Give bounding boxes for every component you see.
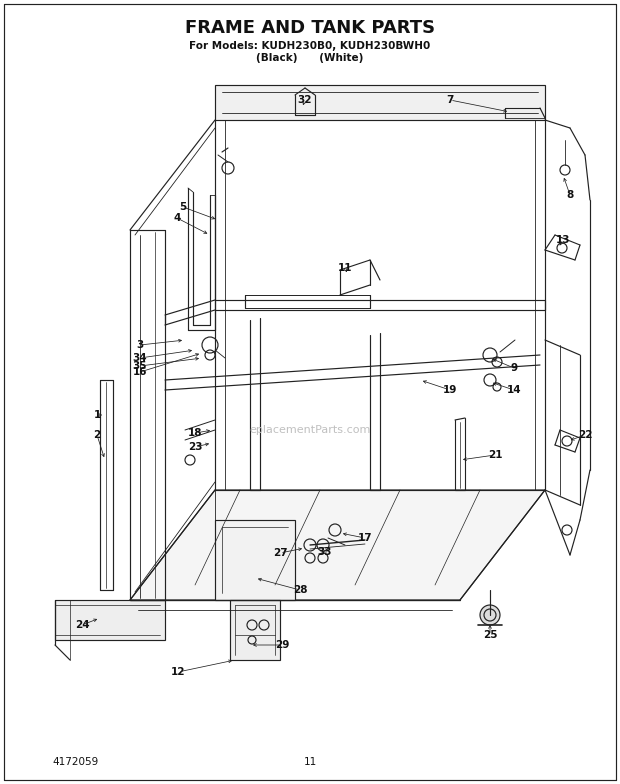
Text: 11: 11 (338, 263, 352, 273)
Text: (Black)      (White): (Black) (White) (256, 53, 364, 63)
Text: 28: 28 (293, 585, 308, 595)
Text: 29: 29 (275, 640, 289, 650)
Text: 4: 4 (174, 213, 180, 223)
Text: 34: 34 (133, 353, 148, 363)
Text: 7: 7 (446, 95, 454, 105)
Text: 24: 24 (74, 620, 89, 630)
Text: 23: 23 (188, 442, 202, 452)
Text: 3: 3 (136, 340, 144, 350)
Text: 25: 25 (483, 630, 497, 640)
Text: 16: 16 (133, 367, 148, 377)
Text: 2: 2 (94, 430, 100, 440)
Polygon shape (130, 490, 545, 600)
Text: 27: 27 (273, 548, 287, 558)
Text: eplacementParts.com: eplacementParts.com (249, 425, 371, 435)
Polygon shape (55, 600, 165, 640)
Text: 8: 8 (567, 190, 574, 200)
Circle shape (480, 605, 500, 625)
Text: 5: 5 (179, 202, 187, 212)
Text: 4172059: 4172059 (52, 757, 98, 767)
Text: 11: 11 (303, 757, 317, 767)
Text: 12: 12 (170, 667, 185, 677)
Text: 14: 14 (507, 385, 521, 395)
Text: 33: 33 (317, 547, 332, 557)
Text: 32: 32 (298, 95, 312, 105)
Text: 21: 21 (488, 450, 502, 460)
Text: 35: 35 (133, 361, 148, 371)
Text: 17: 17 (358, 533, 373, 543)
Text: 18: 18 (188, 428, 202, 438)
Text: 9: 9 (510, 363, 518, 373)
Text: 13: 13 (556, 235, 570, 245)
Polygon shape (230, 600, 280, 660)
Polygon shape (215, 520, 295, 600)
Text: 19: 19 (443, 385, 457, 395)
Text: For Models: KUDH230B0, KUDH230BWH0: For Models: KUDH230B0, KUDH230BWH0 (189, 41, 431, 51)
Polygon shape (215, 85, 545, 120)
Text: FRAME AND TANK PARTS: FRAME AND TANK PARTS (185, 19, 435, 37)
Text: 22: 22 (578, 430, 592, 440)
Text: 1: 1 (94, 410, 100, 420)
